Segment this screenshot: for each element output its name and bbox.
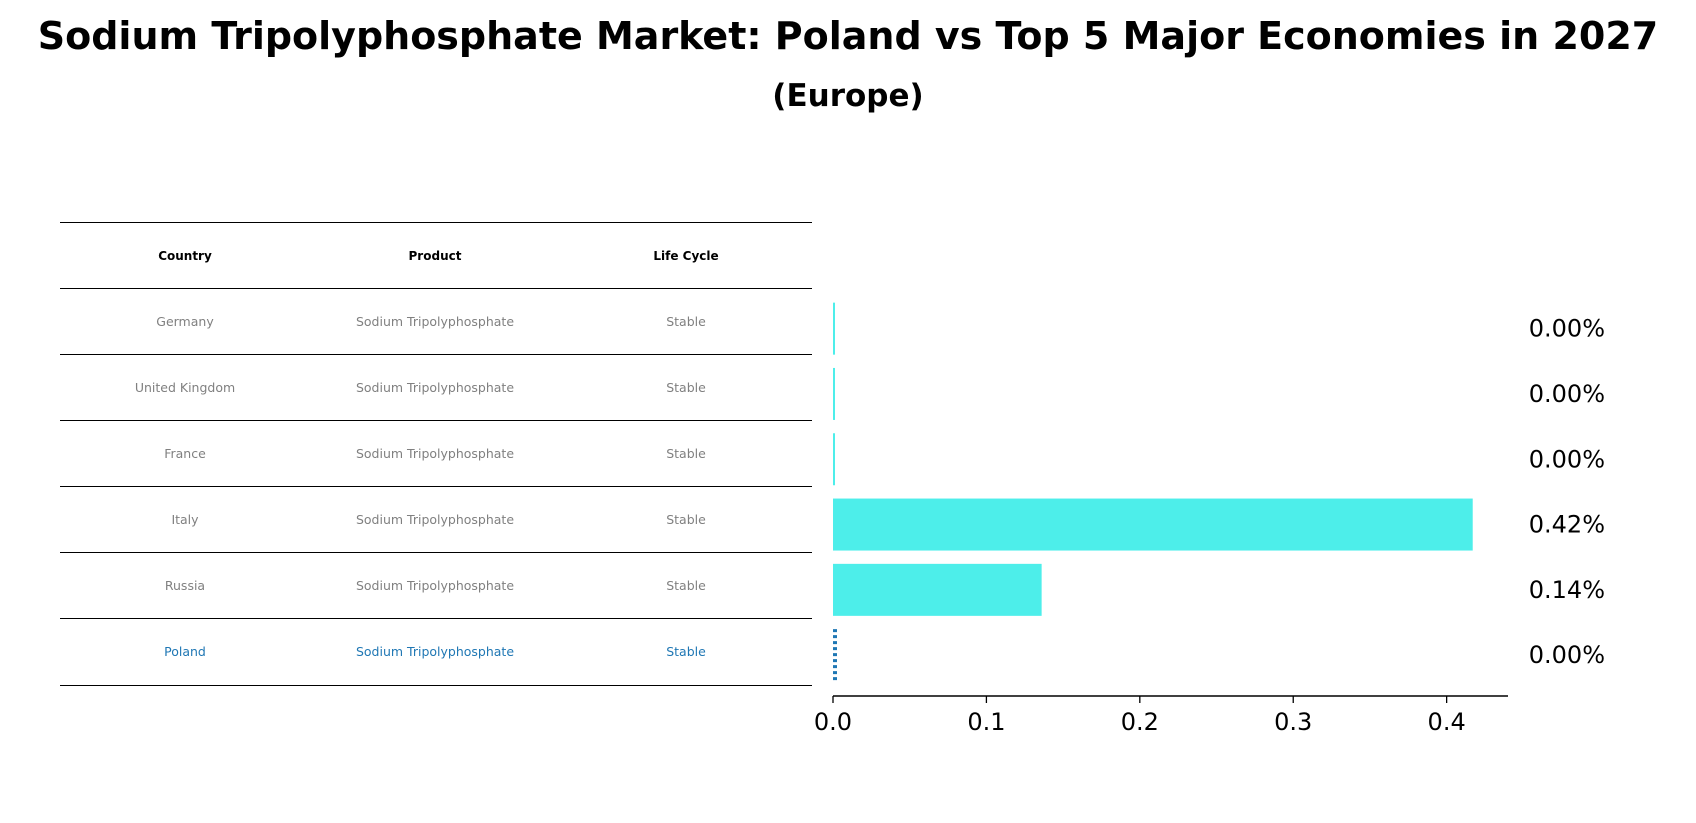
- cell-life-cycle: Stable: [666, 578, 706, 593]
- table-row: France Sodium Tripolyphosphate Stable: [60, 420, 812, 486]
- header-product: Product: [408, 249, 462, 263]
- data-label: 0.00%: [1529, 315, 1605, 343]
- bar-france: [833, 433, 835, 486]
- table-row: Russia Sodium Tripolyphosphate Stable: [60, 552, 812, 618]
- cell-life-cycle: Stable: [666, 512, 706, 527]
- x-tick-label: 0.2: [1121, 708, 1159, 736]
- chart-title: Sodium Tripolyphosphate Market: Poland v…: [37, 14, 1659, 58]
- x-tick-label: 0.1: [967, 708, 1005, 736]
- data-label: 0.42%: [1529, 511, 1605, 539]
- cell-product: Sodium Tripolyphosphate: [355, 512, 515, 527]
- data-table: Country Product Life Cycle Germany Sodiu…: [60, 222, 812, 686]
- chart-subtitle: (Europe): [772, 78, 924, 114]
- table-row: United Kingdom Sodium Tripolyphosphate S…: [60, 354, 812, 420]
- table-row: Germany Sodium Tripolyphosphate Stable: [60, 288, 812, 354]
- bar-united-kingdom: [833, 367, 835, 420]
- header-country: Country: [158, 249, 212, 263]
- x-tick-label: 0.4: [1428, 708, 1466, 736]
- data-label: 0.00%: [1529, 380, 1605, 408]
- cell-product: Sodium Tripolyphosphate: [355, 314, 515, 329]
- bar-germany: [833, 302, 835, 355]
- cell-country: Russia: [164, 578, 206, 593]
- cell-life-cycle: Stable: [666, 644, 706, 659]
- cell-product: Sodium Tripolyphosphate: [355, 446, 515, 461]
- cell-product: Sodium Tripolyphosphate: [355, 578, 515, 593]
- table-row: Italy Sodium Tripolyphosphate Stable: [60, 486, 812, 552]
- cell-life-cycle: Stable: [666, 380, 706, 395]
- cell-product: Sodium Tripolyphosphate: [355, 380, 515, 395]
- cell-country: Italy: [171, 512, 199, 527]
- bar-russia: [833, 563, 1042, 616]
- x-tick-label: 0.0: [814, 708, 852, 736]
- cell-country: Germany: [156, 314, 214, 329]
- cell-life-cycle: Stable: [666, 314, 706, 329]
- data-label: 0.00%: [1529, 445, 1605, 473]
- cell-country: Poland: [164, 644, 206, 659]
- bar-italy: [833, 498, 1473, 551]
- table-header-row: Country Product Life Cycle: [60, 222, 812, 288]
- data-label: 0.00%: [1529, 641, 1605, 669]
- x-tick-label: 0.3: [1274, 708, 1312, 736]
- header-life-cycle: Life Cycle: [653, 249, 719, 263]
- cell-life-cycle: Stable: [666, 446, 706, 461]
- cell-product: Sodium Tripolyphosphate: [355, 644, 515, 659]
- table-row-highlighted: Poland Sodium Tripolyphosphate Stable: [60, 618, 812, 686]
- cell-country: United Kingdom: [134, 380, 236, 395]
- cell-country: France: [164, 446, 206, 461]
- data-label: 0.14%: [1529, 576, 1605, 604]
